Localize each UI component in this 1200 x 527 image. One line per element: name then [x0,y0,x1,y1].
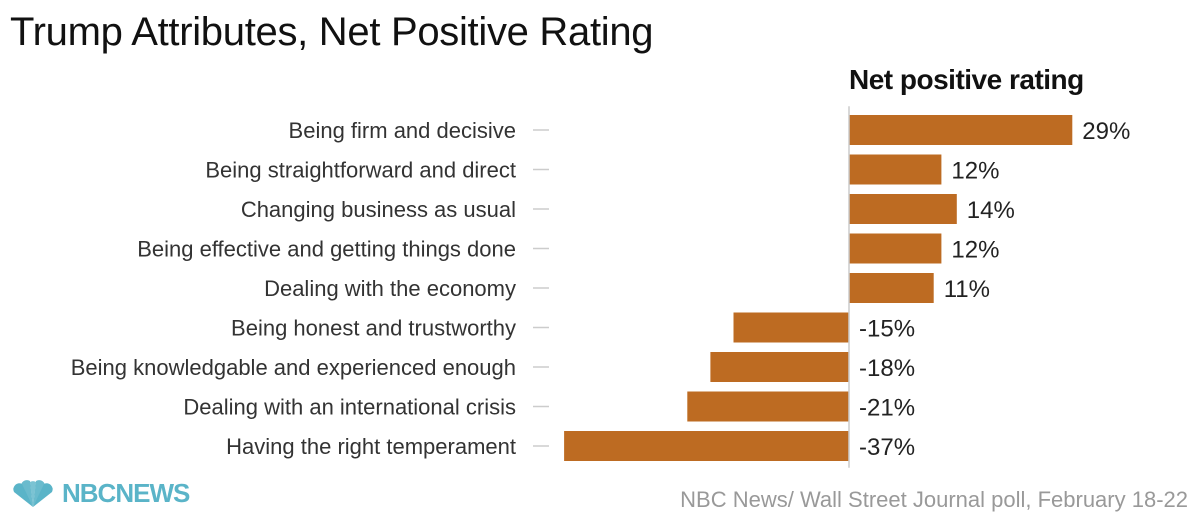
peacock-icon [13,479,53,507]
value-label: 12% [951,158,999,185]
value-label: -37% [859,434,915,461]
nbc-news-logo: NBCNEWS [10,478,190,509]
category-label: Being knowledgable and experienced enoug… [71,355,516,380]
category-label: Being effective and getting things done [137,237,516,262]
category-label: Dealing with the economy [264,276,516,301]
category-label: Changing business as usual [241,197,516,222]
source-note: NBC News/ Wall Street Journal poll, Febr… [680,487,1188,512]
logo-text: NBCNEWS [62,478,190,508]
value-label: 14% [967,197,1015,224]
bar [849,273,934,303]
bar [564,431,849,461]
value-label: 12% [951,237,999,264]
bar [687,391,849,422]
bar [849,115,1073,145]
bar [710,352,849,382]
chart-title: Trump Attributes, Net Positive Rating [10,10,654,54]
category-label: Being firm and decisive [289,118,516,143]
category-label: Dealing with an international crisis [183,395,516,420]
bar [733,312,849,343]
value-label: -21% [859,395,915,422]
value-label: -18% [859,355,915,382]
value-label: 11% [944,276,990,303]
category-label: Having the right temperament [226,434,516,459]
value-column-header: Net positive rating [849,64,1084,95]
bar [849,194,957,224]
bar [849,233,942,264]
value-label: -15% [859,316,915,343]
category-label: Being honest and trustworthy [231,316,516,341]
bar [849,154,942,185]
value-label: 29% [1082,118,1130,145]
category-label: Being straightforward and direct [205,158,516,183]
